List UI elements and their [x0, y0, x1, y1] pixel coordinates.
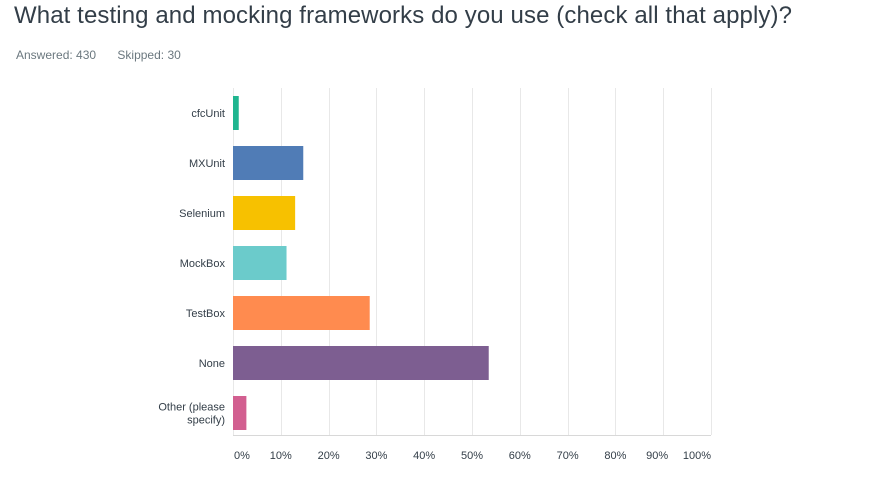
x-axis-ticks: 0% 10% 20% 30% 40% 50% 60% 70% 80% 90% 100% [234, 450, 711, 462]
answered-count: Answered: 430 [16, 48, 97, 62]
bar-mxunit [233, 146, 304, 180]
category-labels: cfcUnit MXUnit Selenium MockBox TestBox None O… [158, 108, 225, 427]
question-title: What testing and mocking frameworks do y… [14, 2, 793, 29]
x-tick-label: 40% [413, 450, 435, 462]
x-tick-label: 20% [318, 450, 340, 462]
bar-selenium [233, 196, 296, 230]
x-tick-label: 30% [365, 450, 387, 462]
x-tick-label: 90% [646, 450, 668, 462]
bar-other-please-specify [233, 396, 247, 430]
chart-grid [233, 88, 712, 436]
x-tick-label: 100% [683, 450, 711, 462]
category-label: None [199, 358, 225, 370]
category-label: Other (please specify) [158, 402, 225, 427]
x-tick-label: 50% [461, 450, 483, 462]
bar-testbox [233, 296, 370, 330]
chart-bars [233, 96, 489, 430]
category-label: MockBox [180, 258, 226, 270]
bar-mockbox [233, 246, 287, 280]
bar-cfcunit [233, 96, 239, 130]
x-tick-label: 80% [604, 450, 626, 462]
category-label: cfcUnit [191, 108, 225, 120]
x-tick-label: 0% [234, 450, 250, 462]
x-tick-label: 60% [509, 450, 531, 462]
response-stats: Answered: 430 Skipped: 30 [16, 48, 181, 62]
x-tick-label: 10% [270, 450, 292, 462]
category-label: TestBox [186, 308, 226, 320]
skipped-count: Skipped: 30 [117, 48, 181, 62]
category-label: Selenium [179, 208, 225, 220]
bar-none [233, 346, 489, 380]
x-tick-label: 70% [557, 450, 579, 462]
category-label: MXUnit [189, 158, 225, 170]
